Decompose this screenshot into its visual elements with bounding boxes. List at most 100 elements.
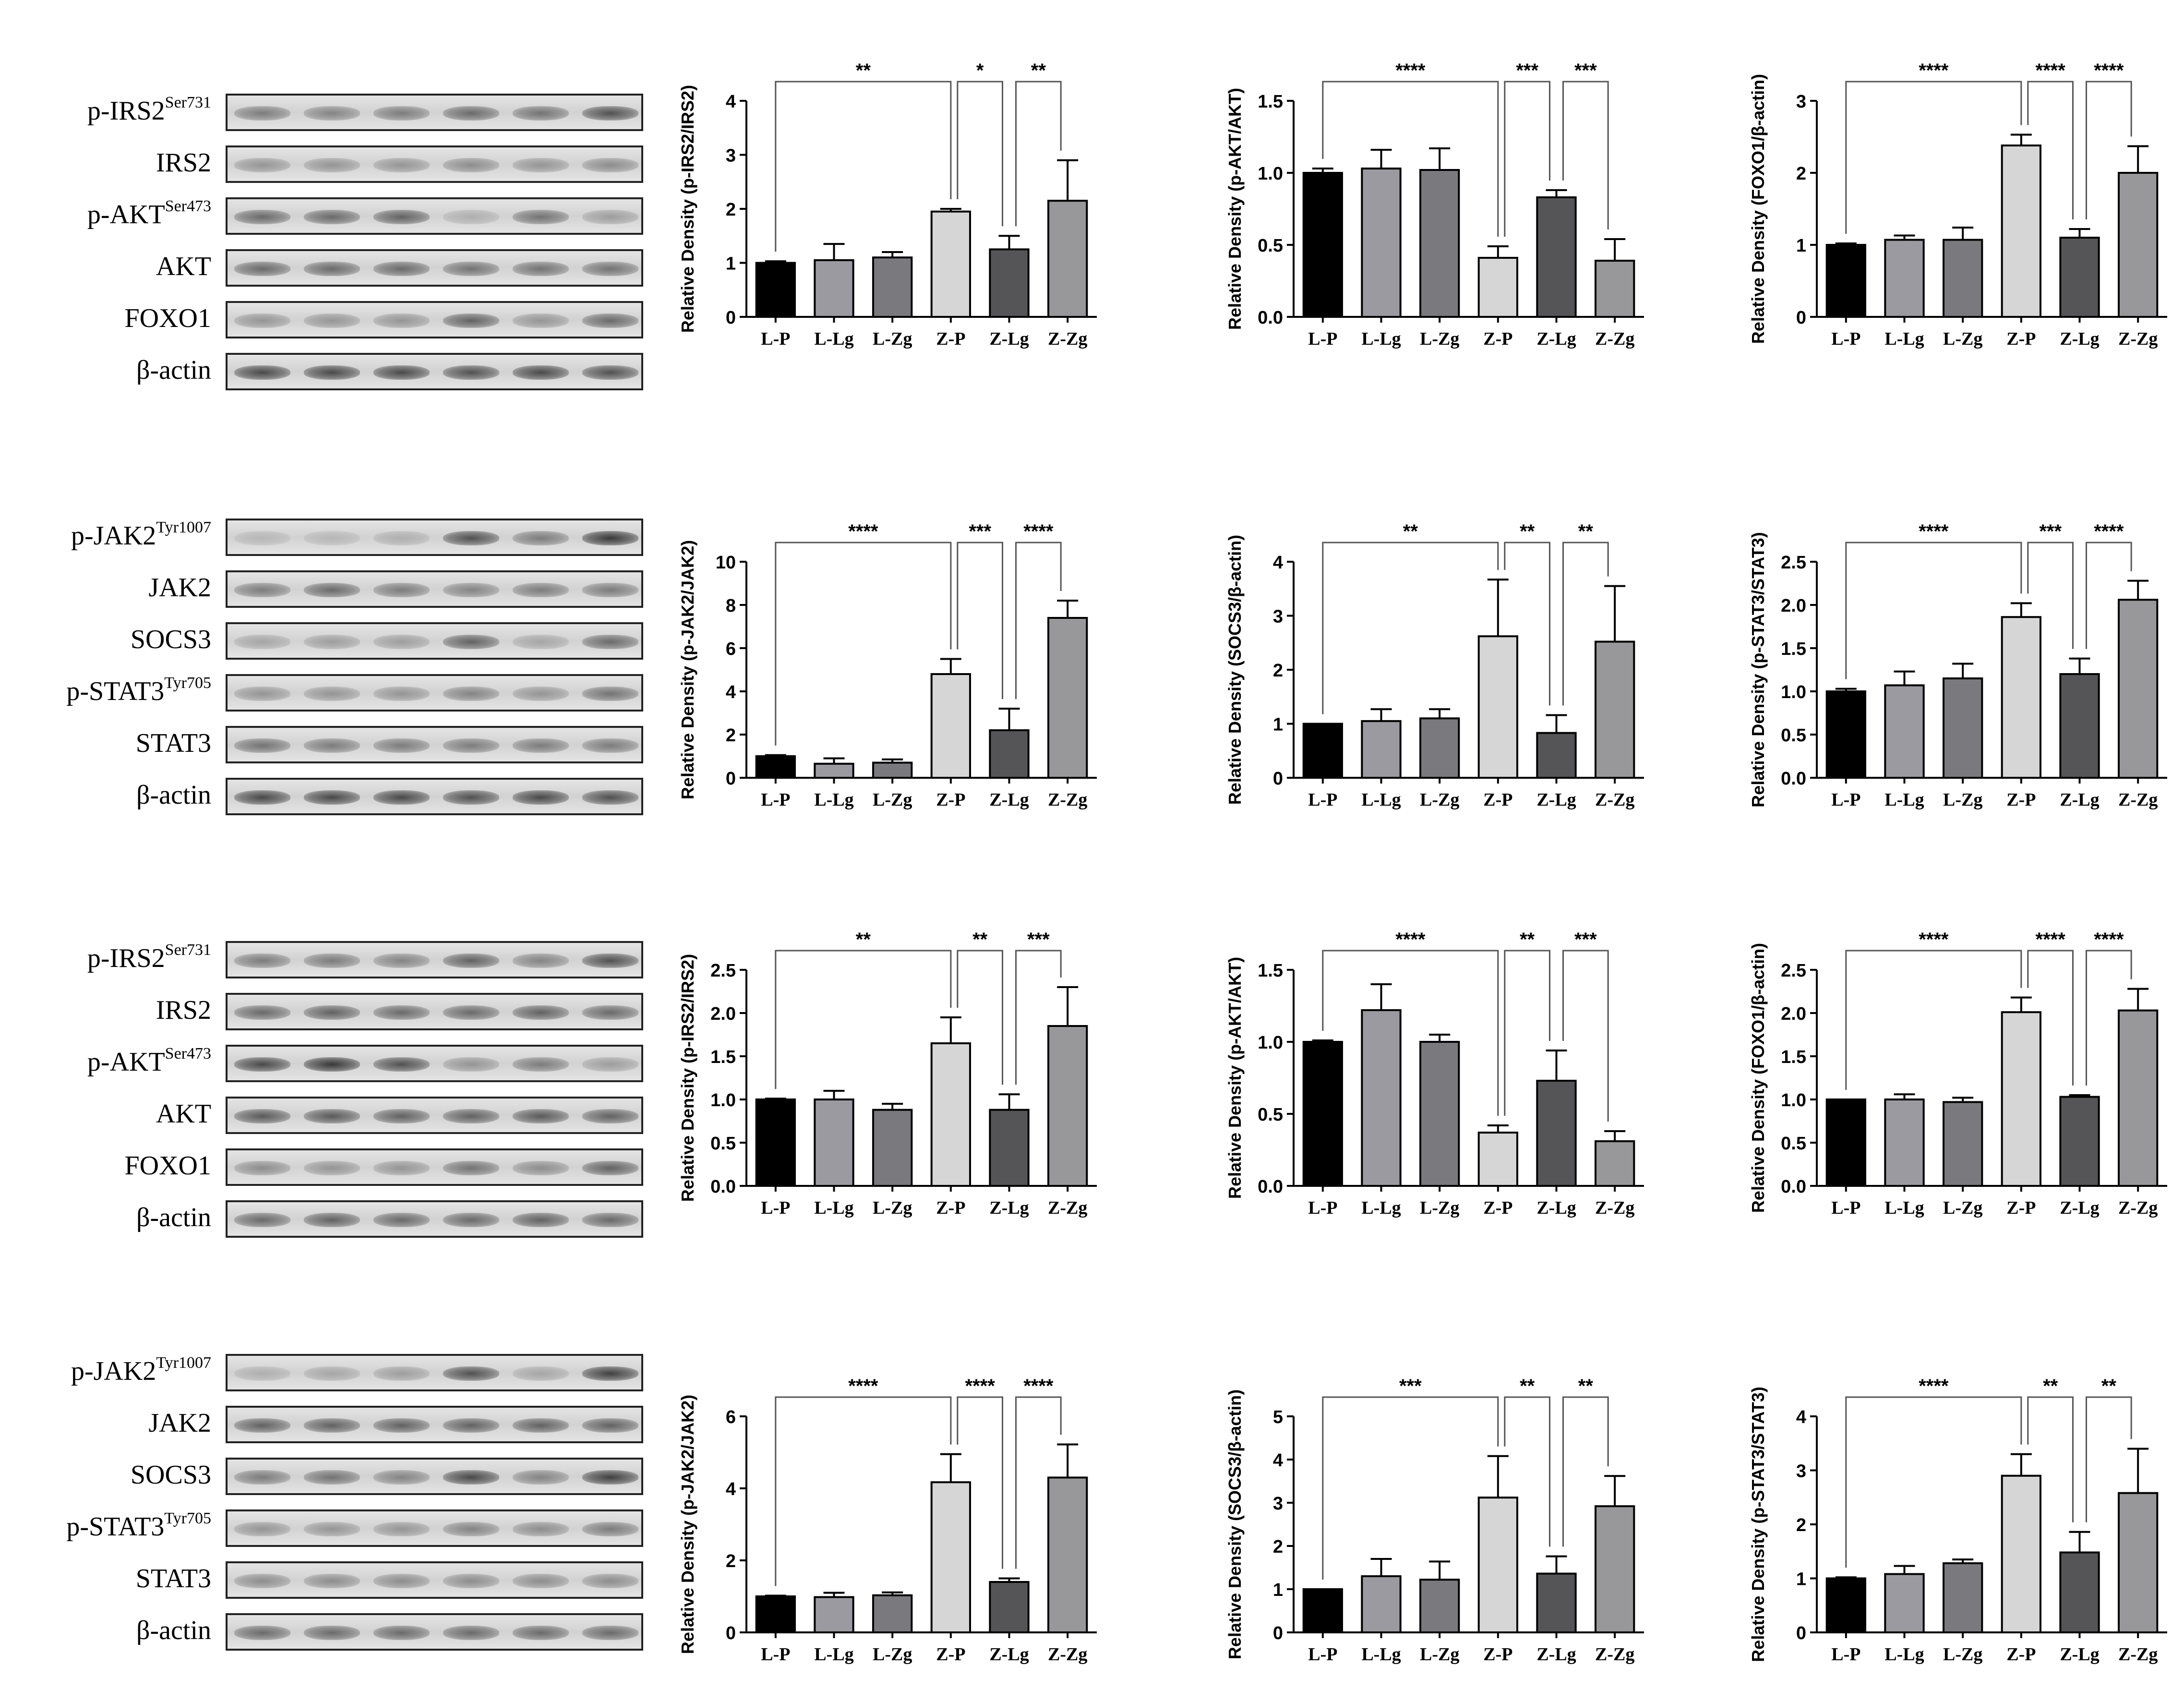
blot-band	[304, 1057, 360, 1072]
blot-band	[234, 687, 290, 701]
blot-band	[373, 790, 430, 805]
blot-band	[234, 738, 290, 753]
blot-band	[304, 790, 360, 805]
blot-band	[443, 314, 499, 328]
x-tick-label: Z-P	[936, 329, 965, 349]
blot-band	[582, 583, 638, 597]
blot-band	[582, 1522, 638, 1536]
blot-band	[234, 314, 290, 328]
y-tick-label: 1.0	[1258, 164, 1283, 184]
y-tick-label: 0	[726, 769, 736, 789]
significance-bracket	[775, 950, 952, 1089]
bar	[1943, 1562, 1983, 1633]
bar	[989, 729, 1030, 779]
protein-label: FOXO1	[0, 303, 211, 334]
blot-band	[582, 262, 638, 276]
bar	[814, 1098, 854, 1187]
significance-stars: **	[2043, 1376, 2058, 1397]
significance-bracket	[957, 950, 1003, 1085]
y-axis-label: Relative Density (FOXO1/β-actin)	[1748, 74, 1768, 344]
bar	[2059, 1096, 2100, 1187]
blot-band	[234, 1161, 290, 1175]
western-blot: p-IRS2Ser731 IRS2 p-AKTSer473 AKT FOXO1 β-act…	[0, 907, 653, 1253]
blot-band	[304, 738, 360, 753]
protein-label: JAK2	[0, 572, 211, 603]
x-tick-label: Z-Lg	[989, 790, 1029, 810]
y-tick-label: 3	[1796, 1461, 1806, 1482]
bar	[2001, 616, 2041, 779]
y-tick-label: 4	[726, 682, 736, 702]
bar-chart-svg: 0 2 4 6 8 10 Relative Density (p-JAK2/JAK2) L-P…	[678, 521, 1097, 810]
blot-band	[513, 1574, 569, 1588]
y-tick-label: 6	[726, 639, 736, 659]
bar	[872, 1109, 913, 1187]
significance-bracket	[1322, 950, 1499, 1116]
significance-stars: ****	[1919, 1376, 1949, 1397]
bar-chart: 0 1 2 3 4 5 Relative Density (SOCS3/β-actin) L-…	[1205, 1335, 1704, 1700]
significance-stars: **	[1578, 1376, 1594, 1397]
bar	[814, 259, 854, 318]
significance-bracket	[2027, 81, 2074, 219]
y-tick-label: 2.0	[1781, 1004, 1806, 1024]
significance-bracket	[1845, 950, 2022, 1090]
blot-band	[373, 1109, 430, 1123]
bar	[930, 1042, 971, 1187]
protein-label: β-actin	[0, 1202, 211, 1233]
significance-bracket	[957, 81, 1003, 227]
blot-band	[513, 1161, 569, 1175]
phospho-site: Ser731	[165, 941, 211, 959]
blot-band	[443, 1574, 499, 1588]
protein-name: p-IRS2	[87, 943, 165, 973]
blot-band	[582, 1366, 638, 1381]
x-tick-label: Z-Zg	[1595, 1644, 1634, 1665]
y-tick-label: 2	[726, 725, 736, 746]
x-tick-label: L-P	[761, 790, 790, 810]
significance-bracket	[1504, 1396, 1550, 1547]
x-tick-label: L-Lg	[1884, 1198, 1924, 1218]
bar	[1047, 1476, 1088, 1633]
y-axis-label: Relative Density (SOCS3/β-actin)	[1225, 1389, 1245, 1659]
protein-label: p-IRS2Ser731	[0, 94, 211, 126]
protein-label: β-actin	[0, 1615, 211, 1646]
blot-band	[234, 106, 290, 121]
blot-band	[373, 531, 430, 545]
blot-band	[513, 314, 569, 328]
y-tick-label: 0	[726, 1623, 736, 1643]
blot-band	[373, 106, 430, 121]
blot-band	[304, 365, 360, 380]
y-tick-label: 1.0	[710, 1090, 736, 1111]
y-tick-label: 1	[1273, 715, 1283, 735]
protein-label: SOCS3	[0, 624, 211, 655]
bar-chart-svg: 0 1 2 3 4 5 Relative Density (SOCS3/β-actin) L-…	[1225, 1376, 1644, 1665]
x-tick-label: L-P	[1831, 1198, 1860, 1218]
bar	[2001, 1474, 2041, 1633]
blot-strip	[226, 778, 643, 815]
protein-name: p-AKT	[87, 1047, 165, 1077]
blot-band	[513, 738, 569, 753]
blot-strip	[226, 1406, 643, 1443]
x-tick-label: Z-Zg	[1595, 329, 1634, 349]
x-tick-label: L-Lg	[1361, 790, 1401, 810]
y-tick-label: 0	[1273, 1623, 1283, 1643]
protein-label: p-IRS2Ser731	[0, 941, 211, 974]
blot-band	[304, 1626, 360, 1640]
y-tick-label: 6	[726, 1407, 736, 1427]
blot-band	[373, 1005, 430, 1020]
significance-bracket	[1504, 81, 1550, 237]
x-tick-label: L-Zg	[873, 329, 912, 349]
protein-name: JAK2	[148, 1408, 211, 1438]
bar	[1536, 1572, 1577, 1634]
blot-band	[443, 954, 499, 968]
bar	[755, 262, 796, 318]
bar	[1302, 1588, 1343, 1633]
x-tick-label: Z-Lg	[1536, 790, 1576, 810]
bar	[1047, 1025, 1088, 1187]
x-tick-label: L-P	[1308, 329, 1337, 349]
x-tick-label: Z-Zg	[1048, 790, 1087, 810]
x-tick-label: Z-Zg	[1048, 1644, 1087, 1665]
bar-chart-svg: 0 2 4 6 Relative Density (p-JAK2/JAK2) L-P L-L…	[678, 1376, 1097, 1665]
significance-stars: **	[972, 929, 988, 950]
x-tick-label: L-P	[761, 1198, 790, 1218]
significance-stars: ****	[1023, 1376, 1054, 1397]
significance-bracket	[1015, 950, 1062, 1085]
